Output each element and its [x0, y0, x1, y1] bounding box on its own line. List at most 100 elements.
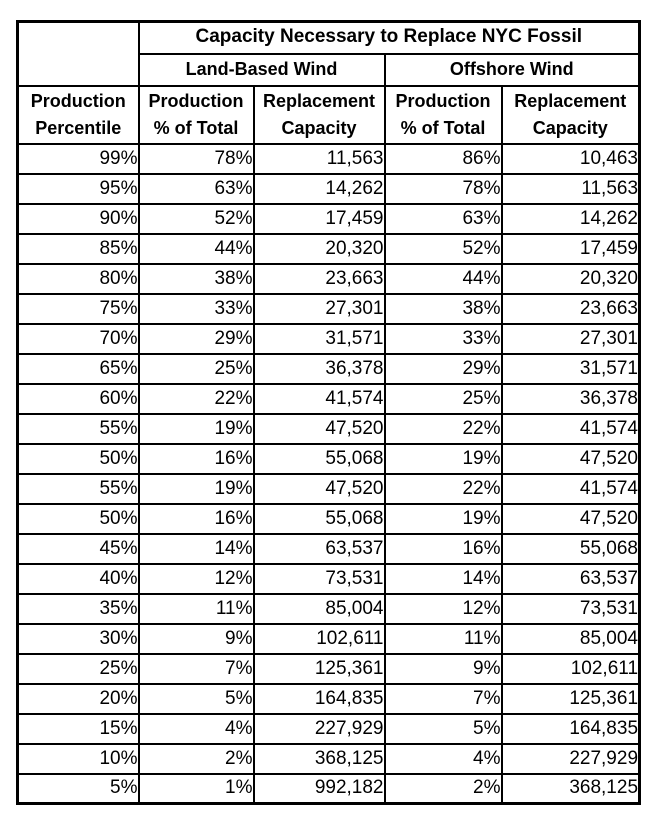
cell-value: 16% [383, 532, 503, 565]
cell-value: 63% [383, 202, 503, 235]
cell-value: 10,463 [500, 142, 641, 175]
cell-value: 19% [137, 472, 255, 505]
cell-value: 31,571 [252, 322, 386, 355]
group-header-land-based-wind: Land-Based Wind [137, 52, 386, 87]
table-row: 25% 7% 125,361 9% 102,611 [16, 652, 641, 685]
cell-production-percentile: 25% [16, 652, 140, 685]
cell-value: 33% [137, 292, 255, 325]
cell-value: 9% [137, 622, 255, 655]
cell-value: 102,611 [500, 652, 641, 685]
cell-production-percentile: 55% [16, 472, 140, 505]
cell-production-percentile: 90% [16, 202, 140, 235]
cell-value: 16% [137, 502, 255, 535]
cell-value: 164,835 [252, 682, 386, 715]
cell-production-percentile: 99% [16, 142, 140, 175]
cell-production-percentile: 55% [16, 412, 140, 445]
cell-value: 4% [137, 712, 255, 745]
cell-value: 25% [383, 382, 503, 415]
cell-production-percentile: 85% [16, 232, 140, 265]
table-title: Capacity Necessary to Replace NYC Fossil [137, 20, 641, 55]
table-row: 5% 1% 992,182 2% 368,125 [16, 772, 641, 805]
table-row: 50% 16% 55,068 19% 47,520 [16, 442, 641, 475]
cell-value: 19% [383, 502, 503, 535]
cell-value: 12% [383, 592, 503, 625]
cell-value: 47,520 [252, 472, 386, 505]
cell-value: 23,663 [252, 262, 386, 295]
cell-value: 992,182 [252, 772, 386, 805]
header-line: % of Total [400, 117, 486, 138]
cell-value: 227,929 [500, 742, 641, 775]
cell-value: 63,537 [252, 532, 386, 565]
cell-value: 164,835 [500, 712, 641, 745]
cell-value: 55,068 [252, 442, 386, 475]
column-header-row: Production Percentile Production % of To… [16, 84, 641, 145]
cell-value: 86% [383, 142, 503, 175]
table-row: 30% 9% 102,611 11% 85,004 [16, 622, 641, 655]
cell-value: 2% [383, 772, 503, 805]
table-body: 99% 78% 11,563 86% 10,463 95% 63% 14,262 78% 11,5… [16, 142, 641, 805]
cell-value: 17,459 [252, 202, 386, 235]
cell-value: 31,571 [500, 352, 641, 385]
cell-value: 47,520 [500, 442, 641, 475]
column-header-offshore-production-pct: Production % of Total [383, 84, 503, 145]
table-row: 65% 25% 36,378 29% 31,571 [16, 352, 641, 385]
capacity-table-container: Capacity Necessary to Replace NYC Fossil… [16, 20, 642, 805]
cell-value: 41,574 [500, 472, 641, 505]
cell-production-percentile: 35% [16, 592, 140, 625]
cell-value: 368,125 [252, 742, 386, 775]
cell-value: 38% [383, 292, 503, 325]
cell-production-percentile: 95% [16, 172, 140, 205]
cell-production-percentile: 15% [16, 712, 140, 745]
cell-value: 52% [137, 202, 255, 235]
cell-value: 85,004 [500, 622, 641, 655]
cell-value: 2% [137, 742, 255, 775]
cell-production-percentile: 65% [16, 352, 140, 385]
cell-production-percentile: 40% [16, 562, 140, 595]
header-line: Capacity [281, 117, 357, 138]
table-row: 45% 14% 63,537 16% 55,068 [16, 532, 641, 565]
table-row: 80% 38% 23,663 44% 20,320 [16, 262, 641, 295]
cell-value: 38% [137, 262, 255, 295]
cell-value: 14,262 [252, 172, 386, 205]
cell-production-percentile: 70% [16, 322, 140, 355]
cell-value: 22% [137, 382, 255, 415]
cell-value: 5% [137, 682, 255, 715]
cell-value: 22% [383, 472, 503, 505]
table-row: 35% 11% 85,004 12% 73,531 [16, 592, 641, 625]
cell-value: 44% [383, 262, 503, 295]
header-line: Percentile [35, 117, 122, 138]
cell-value: 36,378 [500, 382, 641, 415]
cell-value: 29% [383, 352, 503, 385]
cell-value: 17,459 [500, 232, 641, 265]
table-row: 90% 52% 17,459 63% 14,262 [16, 202, 641, 235]
cell-production-percentile: 5% [16, 772, 140, 805]
column-header-land-replacement-capacity: Replacement Capacity [252, 84, 386, 145]
cell-value: 1% [137, 772, 255, 805]
cell-value: 102,611 [252, 622, 386, 655]
cell-value: 27,301 [500, 322, 641, 355]
header-line: Replacement [514, 90, 627, 111]
cell-production-percentile: 75% [16, 292, 140, 325]
column-header-land-production-pct: Production % of Total [137, 84, 255, 145]
cell-value: 20,320 [500, 262, 641, 295]
group-header-row: Land-Based Wind Offshore Wind [18, 52, 641, 87]
cell-value: 63% [137, 172, 255, 205]
table-row: 60% 22% 41,574 25% 36,378 [16, 382, 641, 415]
cell-value: 41,574 [500, 412, 641, 445]
table-row: 40% 12% 73,531 14% 63,537 [16, 562, 641, 595]
cell-value: 52% [383, 232, 503, 265]
cell-production-percentile: 80% [16, 262, 140, 295]
title-row: Capacity Necessary to Replace NYC Fossil [16, 20, 641, 87]
cell-value: 85,004 [252, 592, 386, 625]
cell-production-percentile: 20% [16, 682, 140, 715]
cell-value: 7% [137, 652, 255, 685]
cell-value: 7% [383, 682, 503, 715]
cell-value: 12% [137, 562, 255, 595]
group-header-offshore-wind: Offshore Wind [383, 52, 641, 87]
cell-value: 14% [383, 562, 503, 595]
cell-value: 11% [137, 592, 255, 625]
corner-blank-cell [16, 20, 140, 87]
cell-value: 36,378 [252, 352, 386, 385]
table-header: Capacity Necessary to Replace NYC Fossil… [16, 20, 641, 145]
cell-production-percentile: 50% [16, 502, 140, 535]
